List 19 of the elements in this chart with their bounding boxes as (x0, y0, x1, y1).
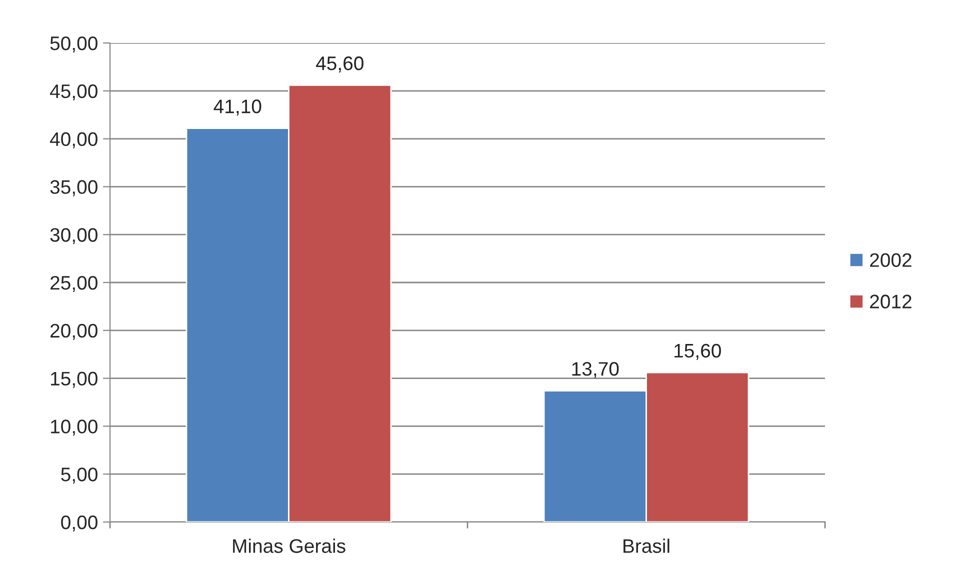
y-tick-label: 0,00 (61, 515, 98, 532)
legend-label: 2012 (870, 294, 912, 308)
data-label: 13,70 (572, 362, 619, 378)
data-label: 45,60 (316, 56, 364, 72)
y-tick-label: 50,00 (50, 36, 98, 53)
x-tick-label: Brasil (624, 538, 670, 553)
legend-label: 2002 (870, 253, 912, 267)
data-label: 15,60 (674, 344, 721, 360)
x-tick-label: Minas Gerais (233, 538, 346, 553)
y-tick-label: 20,00 (50, 324, 98, 340)
y-tick-label: 15,00 (51, 372, 98, 388)
y-tick-label: 35,00 (50, 180, 98, 196)
y-tick-label: 30,00 (50, 228, 98, 244)
y-tick-label: 5,00 (61, 468, 98, 484)
y-tick-label: 40,00 (50, 132, 98, 148)
y-tick-label: 10,00 (51, 420, 98, 436)
data-label: 41,10 (214, 100, 262, 116)
y-tick-label: 45,00 (50, 84, 98, 100)
y-tick-label: 25,00 (50, 276, 98, 292)
